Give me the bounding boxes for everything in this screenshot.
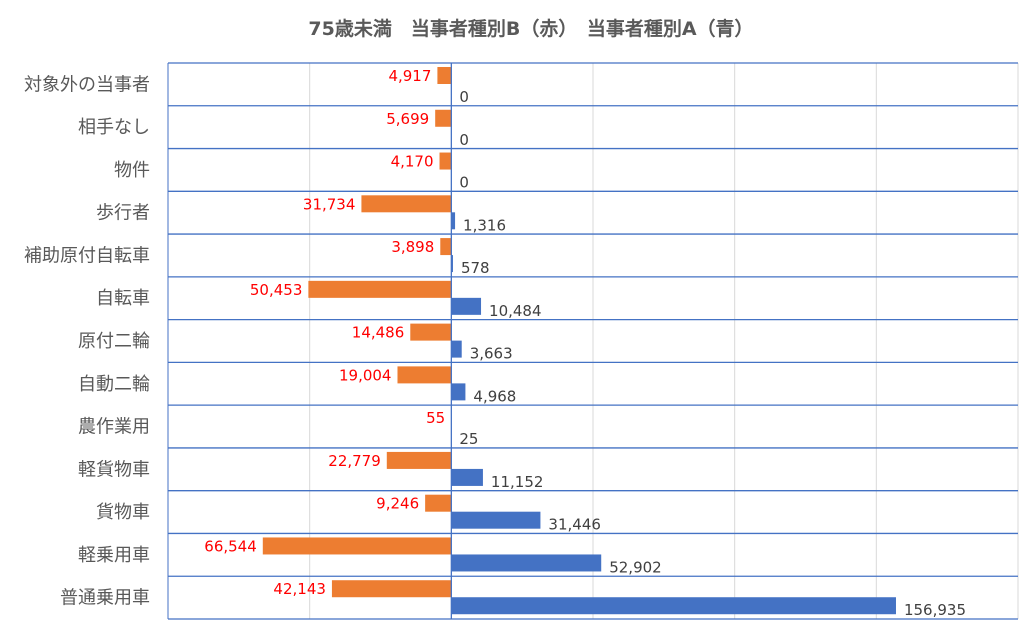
bar-b <box>331 580 452 598</box>
category-label: 軽貨物車 <box>78 459 150 480</box>
data-label-b: 55 <box>426 409 445 427</box>
data-label-b: 42,143 <box>273 580 326 598</box>
data-label-b: 31,734 <box>303 195 356 213</box>
bar-a <box>451 255 453 273</box>
data-label-a: 52,902 <box>609 558 662 576</box>
bar-b <box>410 323 452 341</box>
data-label-a: 0 <box>459 88 469 106</box>
data-label-a: 0 <box>459 174 469 192</box>
data-label-b: 5,699 <box>386 110 429 128</box>
data-label-b: 19,004 <box>339 366 392 384</box>
data-label-b: 3,898 <box>391 238 434 256</box>
data-label-a: 4,968 <box>473 387 516 405</box>
data-label-a: 0 <box>459 131 469 149</box>
bar-b <box>425 494 452 512</box>
bar-b <box>386 451 452 469</box>
bar-b <box>308 280 452 298</box>
category-label: 歩行者 <box>96 203 150 224</box>
data-label-a: 31,446 <box>548 516 601 534</box>
bar-b <box>397 366 452 384</box>
category-label: 自動二輪 <box>78 374 150 395</box>
data-label-b: 4,917 <box>388 67 431 85</box>
bar-a <box>451 468 483 486</box>
data-label-a: 3,663 <box>470 345 513 363</box>
bar-a <box>451 554 602 572</box>
data-label-a: 1,316 <box>463 216 506 234</box>
data-label-a: 10,484 <box>489 302 541 320</box>
category-label: 対象外の当事者 <box>24 74 150 95</box>
category-label: 自転車 <box>96 288 150 309</box>
category-label: 補助原付自転車 <box>24 245 150 266</box>
bar-a <box>451 340 462 358</box>
data-label-a: 25 <box>459 430 478 448</box>
bar-b <box>440 238 452 256</box>
category-label: 原付二輪 <box>78 331 150 352</box>
bar-b <box>437 67 452 84</box>
data-label-b: 14,486 <box>352 324 405 342</box>
data-label-b: 22,779 <box>328 452 381 470</box>
bar-b <box>361 195 452 213</box>
category-label: 軽乗用車 <box>78 545 150 566</box>
data-label-a: 156,935 <box>904 601 966 619</box>
bar-a <box>451 597 896 615</box>
category-label: 貨物車 <box>96 502 150 523</box>
bar-b <box>439 152 452 170</box>
category-label: 物件 <box>114 160 150 181</box>
data-label-b: 9,246 <box>376 495 419 513</box>
category-label: 普通乗用車 <box>60 588 150 609</box>
category-label: 相手なし <box>78 117 150 138</box>
bar-b <box>262 537 452 555</box>
bar-a <box>451 297 482 315</box>
bar-a <box>451 383 466 401</box>
data-label-b: 66,544 <box>204 537 257 555</box>
data-label-b: 50,453 <box>250 281 303 299</box>
category-label: 農作業用 <box>78 417 150 438</box>
bar-b <box>435 109 452 127</box>
data-label-a: 11,152 <box>491 473 544 491</box>
data-label-b: 4,170 <box>391 153 434 171</box>
bar-a <box>451 511 541 529</box>
bar-a <box>451 212 456 230</box>
chart-title: 75歳未満 当事者種別B（赤） 当事者種別A（青） <box>308 18 754 40</box>
data-label-a: 578 <box>461 259 490 277</box>
